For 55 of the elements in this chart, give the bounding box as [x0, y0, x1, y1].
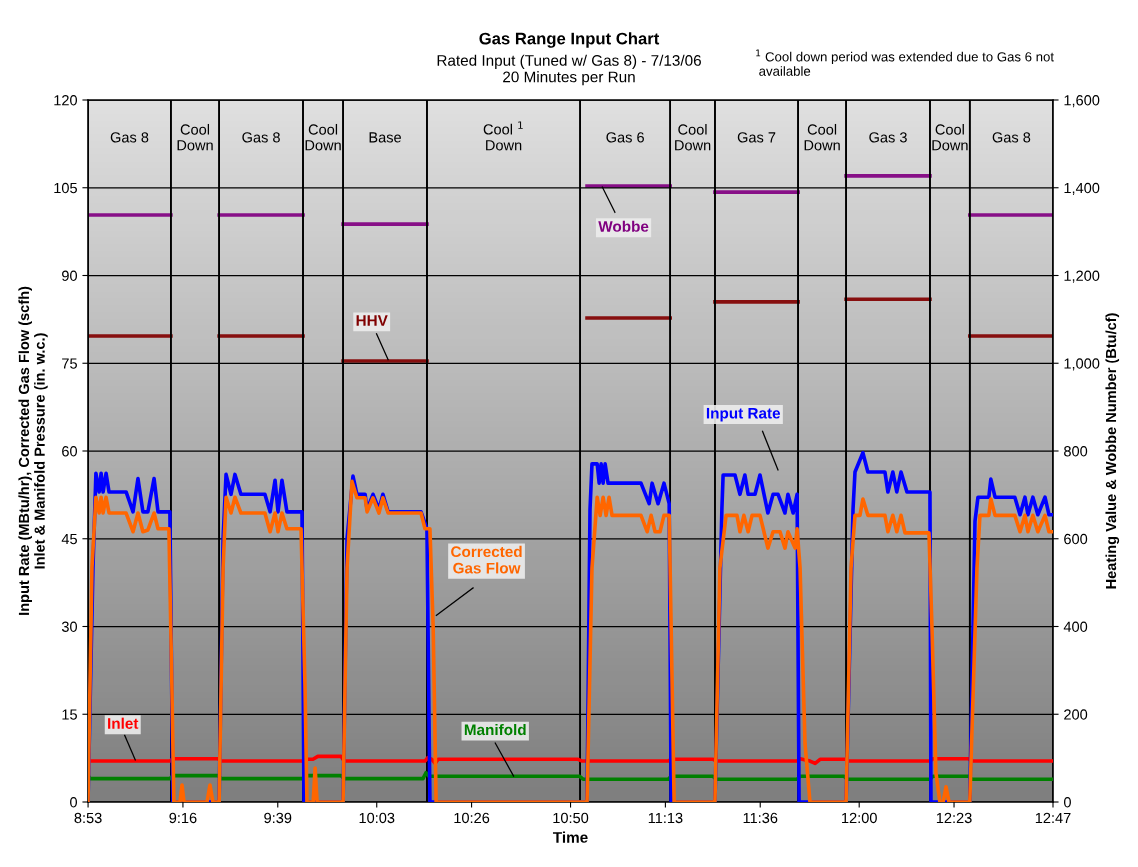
line-series: [88, 754, 1053, 766]
y2-tick-label: 400: [1063, 621, 1088, 632]
y-tick-label: 120: [54, 95, 78, 106]
y-tick-label: 0: [70, 797, 78, 808]
y-axis-title: Input Rate (MBtu/hr), Corrected Gas Flow (scfh) Inlet & Manifold Pressure (in. w.c.): [18, 286, 48, 615]
y-tick-label: 75: [62, 358, 77, 369]
x-tick-label: 10:50: [553, 812, 589, 824]
band-label: Gas 8: [110, 132, 149, 143]
text: Inlet: [108, 717, 139, 729]
x-tick-label: 12:00: [842, 812, 877, 824]
text: Manifold: [464, 723, 526, 736]
x-tick-label: 11:36: [743, 812, 778, 824]
y-tick-label: 90: [62, 270, 78, 281]
text: Input Rate: [706, 407, 781, 422]
y2-tick-label: 1,000: [1064, 358, 1100, 371]
y-tick-label: 60: [62, 446, 78, 457]
x-tick-label: 12:23: [936, 812, 972, 824]
y2-tick-label: 1,200: [1064, 270, 1100, 283]
y-tick-label: 45: [61, 534, 77, 545]
band-label: Cool $^{1}$ Down: [483, 121, 523, 151]
x-tick-label: 10:26: [454, 812, 490, 824]
band-label: Cool Down: [804, 123, 840, 151]
y2-tick-label: 800: [1064, 446, 1088, 457]
y-tick-label: 30: [61, 621, 78, 632]
band-label: Cool Down: [675, 123, 711, 151]
band-label: Base: [369, 132, 401, 143]
band-label: Gas 8: [242, 132, 280, 143]
chart-subtitle: Rated Input (Tuned w/ Gas 8) - 7/13/06 20 Minutes per Run: [437, 54, 701, 86]
series-label: Corrected Gas Flow: [451, 545, 522, 574]
band-label: Cool Down: [177, 123, 213, 151]
x-tick-label: 12:47: [1035, 812, 1071, 823]
text: Wobbe: [598, 220, 649, 232]
band-label: Cool Down: [305, 123, 341, 151]
y-tick-label: 15: [62, 709, 77, 720]
y2-tick-label: 1,400: [1064, 182, 1100, 195]
band-label: Gas 8: [992, 132, 1031, 143]
y2-tick-label: 600: [1064, 533, 1088, 545]
x-tick-label: 9:16: [169, 812, 197, 824]
band-label: Gas 3: [869, 132, 907, 143]
x-tick-label: 11:13: [648, 812, 683, 824]
x-tick-label: 8:53: [74, 812, 102, 824]
x-tick-label: 9:39: [264, 812, 292, 824]
chart-title: Gas Range Input Chart: [479, 32, 660, 48]
x-tick-label: 10:03: [359, 812, 395, 824]
y-tick-label: 105: [54, 182, 77, 194]
text: HHV: [356, 315, 388, 326]
x-axis-title: Time: [552, 831, 588, 843]
band-label: Gas 6: [606, 132, 644, 143]
y2-axis-title: Heating Value & Wobbe Number (Btu/cf): [1105, 313, 1120, 589]
band-label: Cool Down: [932, 123, 968, 151]
text: $^{1}$ Cool down period was extended due to Gas 6 not available: [756, 49, 1054, 76]
y2-tick-label: 1,600: [1064, 95, 1100, 108]
band-label: Gas 7: [737, 132, 776, 143]
y2-tick-label: 200: [1064, 709, 1088, 720]
y2-tick-label: 0: [1063, 797, 1071, 808]
